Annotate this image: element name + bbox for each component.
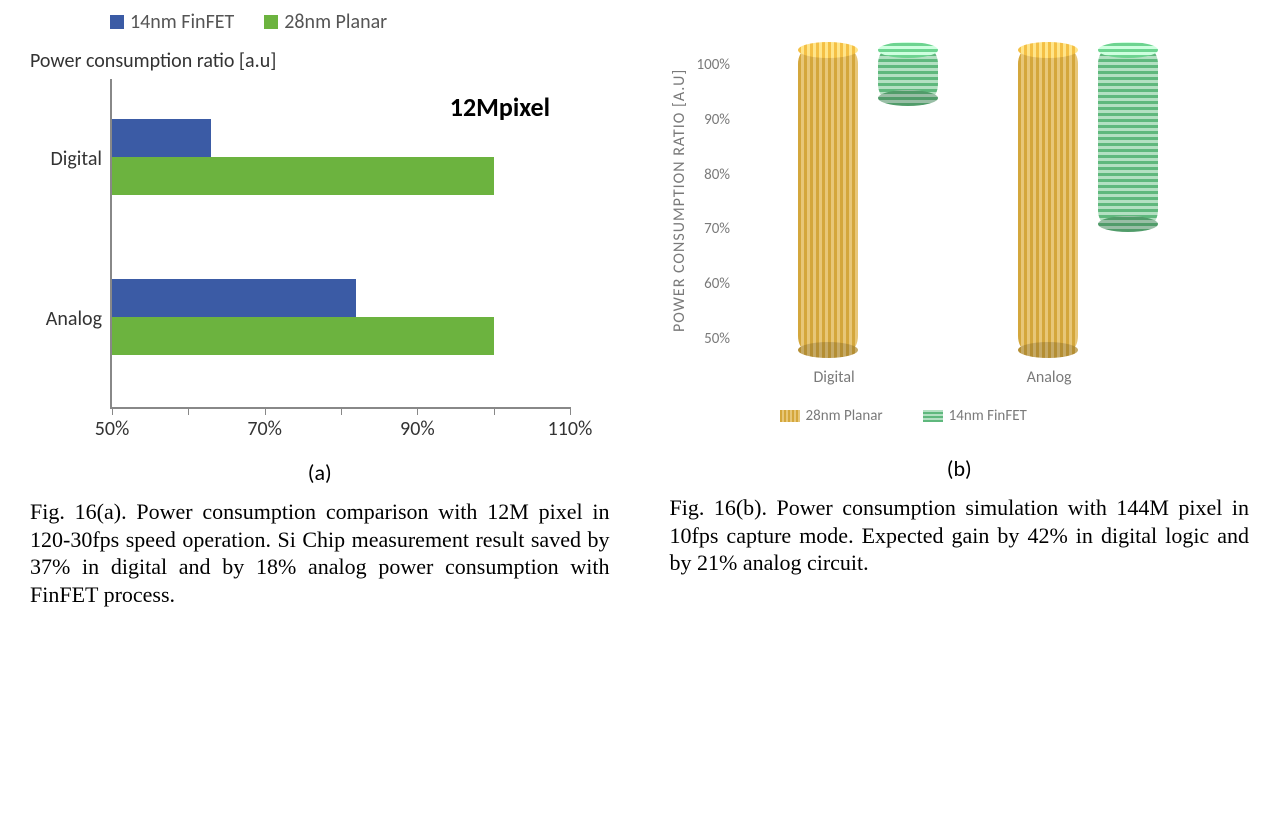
caption-b: Fig. 16(b). Power consumption simulation…	[670, 494, 1250, 577]
y-tick: 80%	[697, 166, 731, 184]
legend-label: 14nm FinFET	[130, 10, 234, 34]
category-label: Digital	[50, 147, 102, 171]
chart-a-legend: 14nm FinFET 28nm Planar	[110, 10, 610, 34]
tick-mark	[112, 407, 113, 415]
legend-swatch-icon	[780, 410, 800, 422]
caption-a: Fig. 16(a). Power consumption comparison…	[30, 498, 610, 608]
bar-analog-28nm	[112, 317, 494, 355]
chart-a-axis-title: Power consumption ratio [a.u]	[30, 49, 610, 73]
cyl-group-analog	[1018, 50, 1158, 350]
tick-mark	[494, 407, 495, 415]
legend-item-14nm: 14nm FinFET	[923, 407, 1027, 425]
chart-b-wrap: POWER CONSUMPTION RATIO [A.U] 100% 90% 8…	[670, 50, 1250, 350]
cyl-group-digital	[798, 50, 938, 350]
cyl-digital-28nm	[798, 50, 858, 350]
x-label: Analog	[1027, 368, 1072, 387]
figure-b-column: POWER CONSUMPTION RATIO [A.U] 100% 90% 8…	[670, 10, 1250, 577]
x-tick: 50%	[95, 417, 130, 441]
x-tick: 110%	[548, 417, 593, 441]
legend-swatch-icon	[264, 15, 278, 29]
legend-swatch-icon	[110, 15, 124, 29]
cyl-analog-28nm	[1018, 50, 1078, 350]
y-tick: 100%	[697, 56, 731, 74]
legend-label: 14nm FinFET	[949, 407, 1027, 425]
cyl-digital-14nm	[878, 50, 938, 98]
chart-b-legend: 28nm Planar 14nm FinFET	[780, 407, 1250, 425]
chart-a-x-ticks: 50% 70% 90% 110%	[112, 417, 570, 437]
chart-b-x-labels: Digital Analog	[728, 368, 1158, 387]
legend-label: 28nm Planar	[284, 10, 387, 34]
chart-a-container: Power consumption ratio [a.u] 12Mpixel D…	[30, 49, 610, 409]
legend-item-28nm: 28nm Planar	[780, 407, 883, 425]
y-tick: 60%	[697, 275, 731, 293]
tick-mark	[188, 407, 189, 415]
x-tick: 90%	[400, 417, 435, 441]
y-tick: 90%	[697, 111, 731, 129]
bar-digital-14nm	[112, 119, 211, 157]
y-tick: 50%	[697, 330, 731, 348]
cyl-analog-14nm	[1098, 50, 1158, 224]
y-tick: 70%	[697, 220, 731, 238]
tick-mark	[570, 407, 571, 415]
figure-row: 14nm FinFET 28nm Planar Power consumptio…	[30, 10, 1249, 608]
pixel-label: 12Mpixel	[450, 91, 550, 123]
legend-item-14nm: 14nm FinFET	[110, 10, 234, 34]
chart-b-plot	[738, 50, 1168, 350]
bar-digital-28nm	[112, 157, 494, 195]
tick-mark	[265, 407, 266, 415]
bar-analog-14nm	[112, 279, 356, 317]
chart-b-y-ticks: 100% 90% 80% 70% 60% 50%	[697, 50, 739, 350]
chart-a-plot: 12Mpixel Digital Analog	[110, 79, 570, 409]
x-tick: 70%	[247, 417, 282, 441]
sub-label-b: (b)	[670, 455, 1250, 482]
legend-label: 28nm Planar	[806, 407, 883, 425]
chart-b-y-axis-label: POWER CONSUMPTION RATIO [A.U]	[670, 50, 689, 350]
sub-label-a: (a)	[30, 459, 610, 486]
x-label: Digital	[813, 368, 854, 387]
legend-swatch-icon	[923, 410, 943, 422]
tick-mark	[341, 407, 342, 415]
legend-item-28nm: 28nm Planar	[264, 10, 387, 34]
figure-a-column: 14nm FinFET 28nm Planar Power consumptio…	[30, 10, 610, 608]
category-label: Analog	[46, 307, 102, 331]
tick-mark	[417, 407, 418, 415]
